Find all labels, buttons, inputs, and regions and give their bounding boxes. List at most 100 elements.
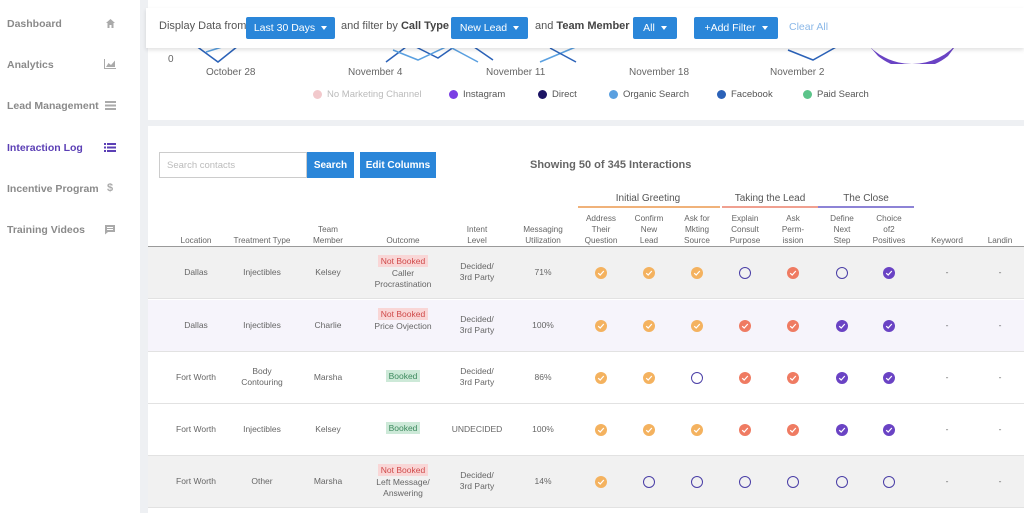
- cell-location: Dallas: [184, 320, 208, 330]
- log-list-icon: [103, 140, 117, 154]
- video-icon: [103, 222, 117, 236]
- clear-all-link[interactable]: Clear All: [789, 21, 829, 33]
- legend-item-facebook[interactable]: Facebook: [717, 89, 773, 100]
- legend-dot-icon: [609, 90, 618, 99]
- sidebar-item-dashboard[interactable]: Dashboard: [0, 12, 140, 36]
- add-filter-label: +Add Filter: [704, 22, 756, 34]
- edit-columns-button[interactable]: Edit Columns: [360, 152, 436, 178]
- legend-item-paid-search[interactable]: Paid Search: [803, 89, 869, 100]
- cell-messaging-utilization: 14%: [534, 476, 552, 486]
- list-icon: [103, 98, 117, 112]
- col-landing[interactable]: Landin: [987, 236, 1013, 245]
- x-tick-label: October 28: [206, 67, 256, 78]
- col-intent-level[interactable]: Intent Level: [466, 225, 488, 245]
- col-outcome[interactable]: Outcome: [386, 236, 420, 245]
- cell-intent-level: Decided/ 3rd Party: [459, 261, 495, 282]
- legend-dot-icon: [538, 90, 547, 99]
- legend-item-organic-search[interactable]: Organic Search: [609, 89, 689, 100]
- col-confirm-new-lead[interactable]: Confirm New Lead: [634, 214, 664, 245]
- team-member-dropdown[interactable]: All: [633, 17, 677, 39]
- check-circle-icon: [643, 267, 655, 279]
- cell-outcome: Not Booked Caller Procrastination: [363, 255, 443, 290]
- empty-circle-icon: [787, 476, 799, 488]
- check-circle-icon: [643, 424, 655, 436]
- cell-keyword: -: [945, 424, 949, 434]
- legend-label: Direct: [552, 89, 577, 100]
- cell-landing: -: [998, 424, 1002, 434]
- cell-landing: -: [998, 476, 1002, 486]
- col-location[interactable]: Location: [180, 236, 212, 245]
- cell-treatment-type: Body Contouring: [241, 366, 283, 387]
- col-treatment-type[interactable]: Treatment Type: [233, 236, 291, 245]
- check-circle-icon: [883, 267, 895, 279]
- outcome-badge: Not Booked: [377, 464, 429, 476]
- cell-team-member: Marsha: [313, 476, 343, 486]
- date-range-dropdown[interactable]: Last 30 Days: [246, 17, 335, 39]
- sidebar-item-training-videos[interactable]: Training Videos: [0, 218, 140, 242]
- check-circle-icon: [787, 372, 799, 384]
- outcome-badge: Booked: [385, 422, 421, 434]
- cell-intent-level: UNDECIDED: [451, 424, 503, 434]
- check-circle-icon: [739, 424, 751, 436]
- cell-keyword: -: [945, 476, 949, 486]
- legend-label: No Marketing Channel: [327, 89, 422, 100]
- table-row[interactable]: Fort Worth Injectibles Kelsey Booked UNDECID…: [148, 404, 1024, 456]
- search-input[interactable]: Search contacts: [159, 152, 307, 178]
- add-filter-button[interactable]: +Add Filter: [694, 17, 778, 39]
- sidebar-item-label: Lead Management: [7, 100, 99, 112]
- outcome-detail: Price Ovjection: [374, 321, 432, 331]
- sidebar-item-incentive-program[interactable]: Incentive Program $: [0, 177, 140, 201]
- check-circle-icon: [883, 424, 895, 436]
- sidebar-item-interaction-log[interactable]: Interaction Log: [0, 136, 140, 160]
- check-circle-icon: [883, 372, 895, 384]
- col-ask-marketing-source[interactable]: Ask for Mkting Source: [684, 214, 710, 245]
- group-divider: [722, 206, 818, 208]
- outcome-badge: Not Booked: [377, 255, 429, 267]
- cell-outcome: Booked: [363, 370, 443, 382]
- legend-dot-icon: [313, 90, 322, 99]
- col-team-member[interactable]: Team Member: [312, 225, 344, 245]
- cell-messaging-utilization: 71%: [534, 267, 552, 277]
- sidebar-item-label: Training Videos: [7, 224, 85, 236]
- check-circle-icon: [595, 372, 607, 384]
- legend-item-no-marketing[interactable]: No Marketing Channel: [313, 89, 422, 100]
- legend-item-instagram[interactable]: Instagram: [449, 89, 505, 100]
- empty-circle-icon: [883, 476, 895, 488]
- cell-intent-level: Decided/ 3rd Party: [459, 314, 495, 335]
- cell-keyword: -: [945, 320, 949, 330]
- call-type-dropdown[interactable]: New Lead: [451, 17, 528, 39]
- col-address-their-question[interactable]: Address Their Question: [584, 214, 618, 245]
- cell-team-member: Marsha: [313, 372, 343, 382]
- cell-team-member: Kelsey: [315, 424, 341, 434]
- empty-circle-icon: [691, 372, 703, 384]
- cell-treatment-type: Injectibles: [243, 267, 281, 277]
- empty-circle-icon: [739, 267, 751, 279]
- table-row[interactable]: Fort Worth Other Marsha Not Booked Left Mess…: [148, 456, 1024, 508]
- cell-outcome: Not Booked Price Ovjection: [363, 308, 443, 332]
- col-ask-permission[interactable]: Ask Perm- ission: [781, 214, 805, 245]
- search-button[interactable]: Search: [307, 152, 354, 178]
- col-explain-consult-purpose[interactable]: Explain Consult Purpose: [729, 214, 761, 245]
- y-axis-zero-label: 0: [168, 54, 174, 65]
- sidebar-item-lead-management[interactable]: Lead Management: [0, 94, 140, 118]
- cell-location: Fort Worth: [176, 476, 216, 486]
- x-tick-label: November 11: [486, 67, 546, 78]
- table-row[interactable]: Fort Worth Body Contouring Marsha Booked Dec…: [148, 352, 1024, 404]
- header-divider: [148, 246, 1024, 247]
- legend-item-direct[interactable]: Direct: [538, 89, 577, 100]
- cell-location: Fort Worth: [176, 372, 216, 382]
- filter-bar: Display Data from Last 30 Days and filte…: [146, 8, 1024, 48]
- table-row[interactable]: Dallas Injectibles Charlie Not Booked Price …: [148, 300, 1024, 352]
- sidebar-item-label: Interaction Log: [7, 142, 83, 154]
- sidebar-item-label: Analytics: [7, 59, 54, 71]
- col-define-next-step[interactable]: Define Next Step: [830, 214, 854, 245]
- filter-by-label: and filter by: [341, 20, 398, 32]
- check-circle-icon: [643, 320, 655, 332]
- table-row[interactable]: Dallas Injectibles Kelsey Not Booked Caller …: [148, 247, 1024, 299]
- col-choice-of-two-positives[interactable]: Choice of2 Positives: [872, 214, 906, 245]
- outcome-detail: Caller Procrastination: [374, 268, 432, 289]
- col-messaging-utilization[interactable]: Messaging Utilization: [523, 225, 563, 245]
- check-circle-icon: [787, 267, 799, 279]
- sidebar-item-analytics[interactable]: Analytics: [0, 53, 140, 77]
- col-keyword[interactable]: Keyword: [931, 236, 963, 245]
